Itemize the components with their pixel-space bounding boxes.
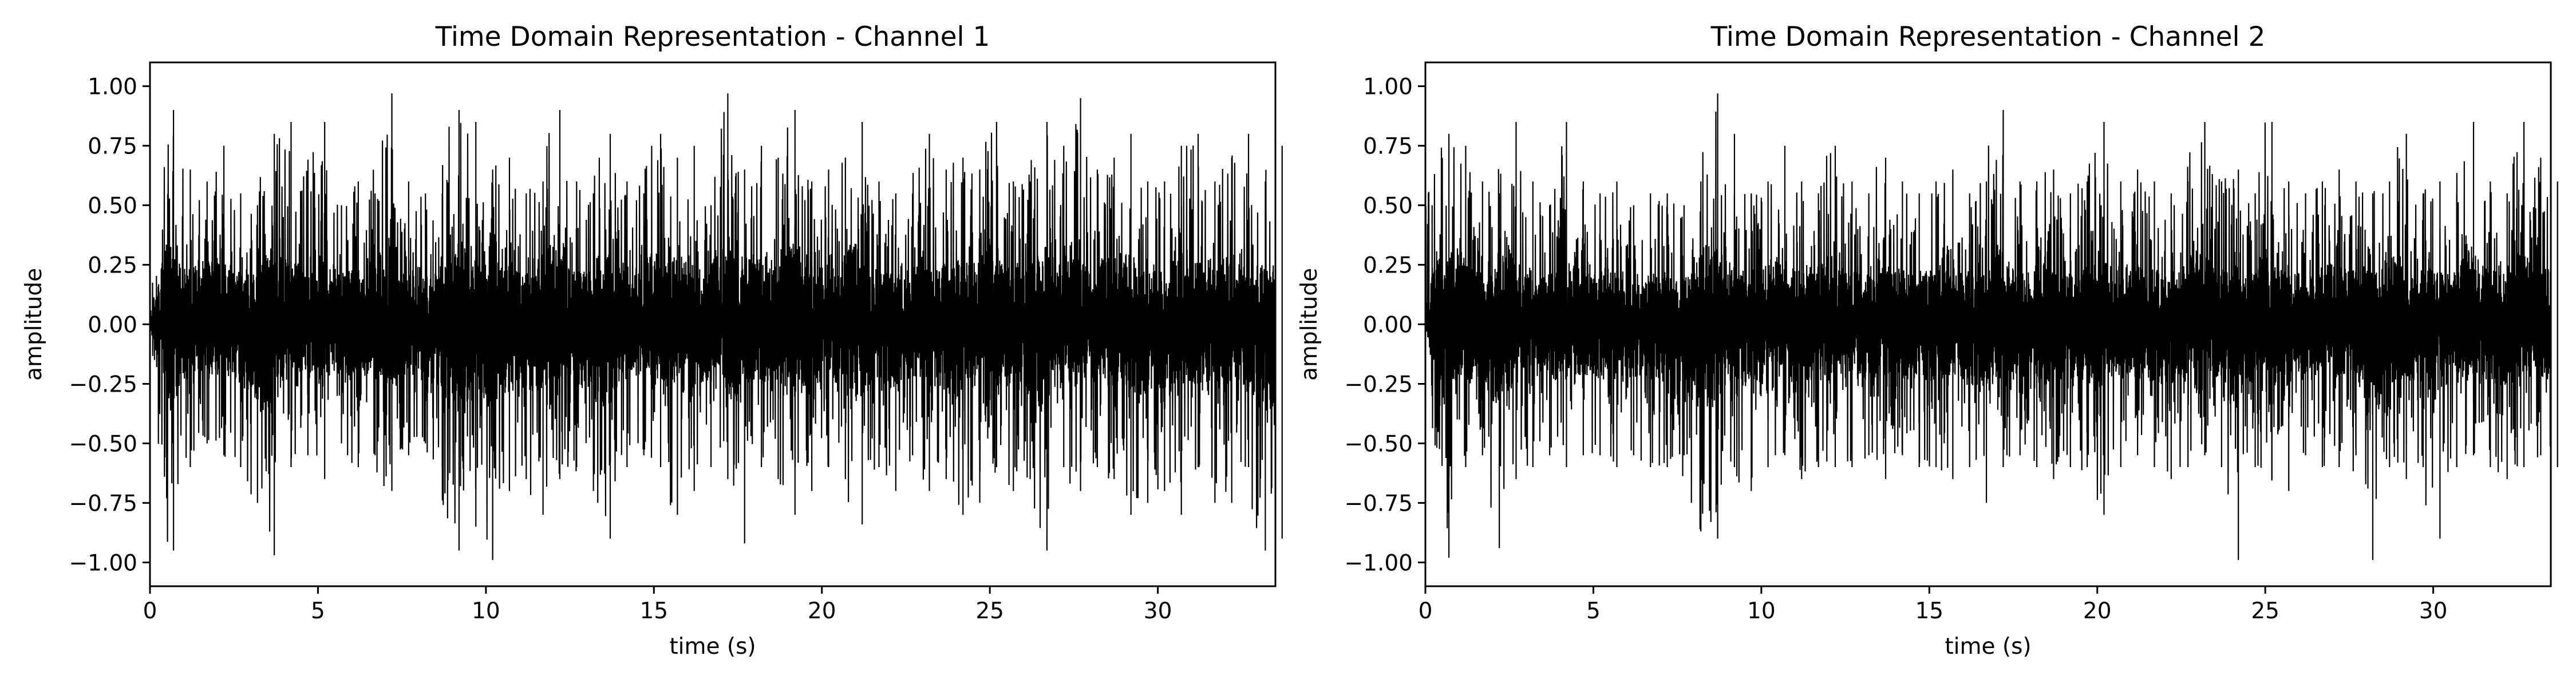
y-axis-ticks: 1.00 0.75 0.50 0.25 0.00 −0.25 −0.50 −0.75 −1.00 [1344,74,1425,576]
y-tick-label: −0.50 [69,431,137,457]
y-tick-label: 0.75 [1363,134,1413,160]
waveform-channel-1 [149,93,1283,560]
x-tick-label: 5 [311,598,325,624]
x-tick-label: 30 [2419,598,2448,624]
chart-title: Time Domain Representation - Channel 2 [1710,21,2266,53]
y-tick-label: 0.00 [88,313,137,338]
x-tick-label: 10 [1747,598,1776,624]
x-tick-label: 15 [639,598,668,624]
y-tick-label: 0.50 [88,194,137,219]
y-tick-label: −0.75 [69,491,137,516]
y-tick-label: −1.00 [69,550,137,576]
y-tick-label: 1.00 [1363,74,1413,100]
y-tick-label: 1.00 [88,74,137,100]
y-axis-label: amplitude [1297,268,1322,381]
waveform-channel-2 [1424,93,2558,560]
y-tick-label: 0.25 [88,253,137,279]
x-tick-label: 15 [1915,598,1943,624]
x-axis-ticks: 0 5 10 15 20 25 30 [143,586,1172,624]
x-axis-ticks: 0 5 10 15 20 25 30 [1419,586,2448,624]
y-tick-label: 0.00 [1363,313,1413,338]
chart-panel-channel-1: Time Domain Representation - Channel 1 1… [21,21,1283,660]
x-tick-label: 0 [1419,598,1433,624]
y-tick-label: 0.50 [1363,194,1413,219]
x-axis-label: time (s) [669,634,756,660]
x-tick-label: 20 [2083,598,2112,624]
waveform-line [149,112,1277,542]
x-tick-label: 10 [472,598,500,624]
x-tick-label: 25 [975,598,1004,624]
x-tick-label: 30 [1144,598,1172,624]
y-tick-label: −0.50 [1344,431,1413,457]
chart-title: Time Domain Representation - Channel 1 [435,21,990,53]
y-tick-label: −0.75 [1344,491,1413,516]
y-tick-label: −0.25 [69,372,137,397]
y-axis-ticks: 1.00 0.75 0.50 0.25 0.00 −0.25 −0.50 −0.75 −1.00 [69,74,150,576]
chart-panel-channel-2: Time Domain Representation - Channel 2 1… [1297,21,2558,660]
x-tick-label: 25 [2251,598,2279,624]
x-tick-label: 0 [143,598,157,624]
y-tick-label: 0.75 [88,134,137,160]
y-tick-label: −0.25 [1344,372,1413,397]
waveform-line [1424,111,2552,530]
x-tick-label: 5 [1586,598,1601,624]
y-tick-label: 0.25 [1363,253,1413,279]
x-axis-label: time (s) [1945,634,2031,660]
x-tick-label: 20 [808,598,836,624]
y-axis-label: amplitude [21,268,47,381]
y-tick-label: −1.00 [1344,550,1413,576]
